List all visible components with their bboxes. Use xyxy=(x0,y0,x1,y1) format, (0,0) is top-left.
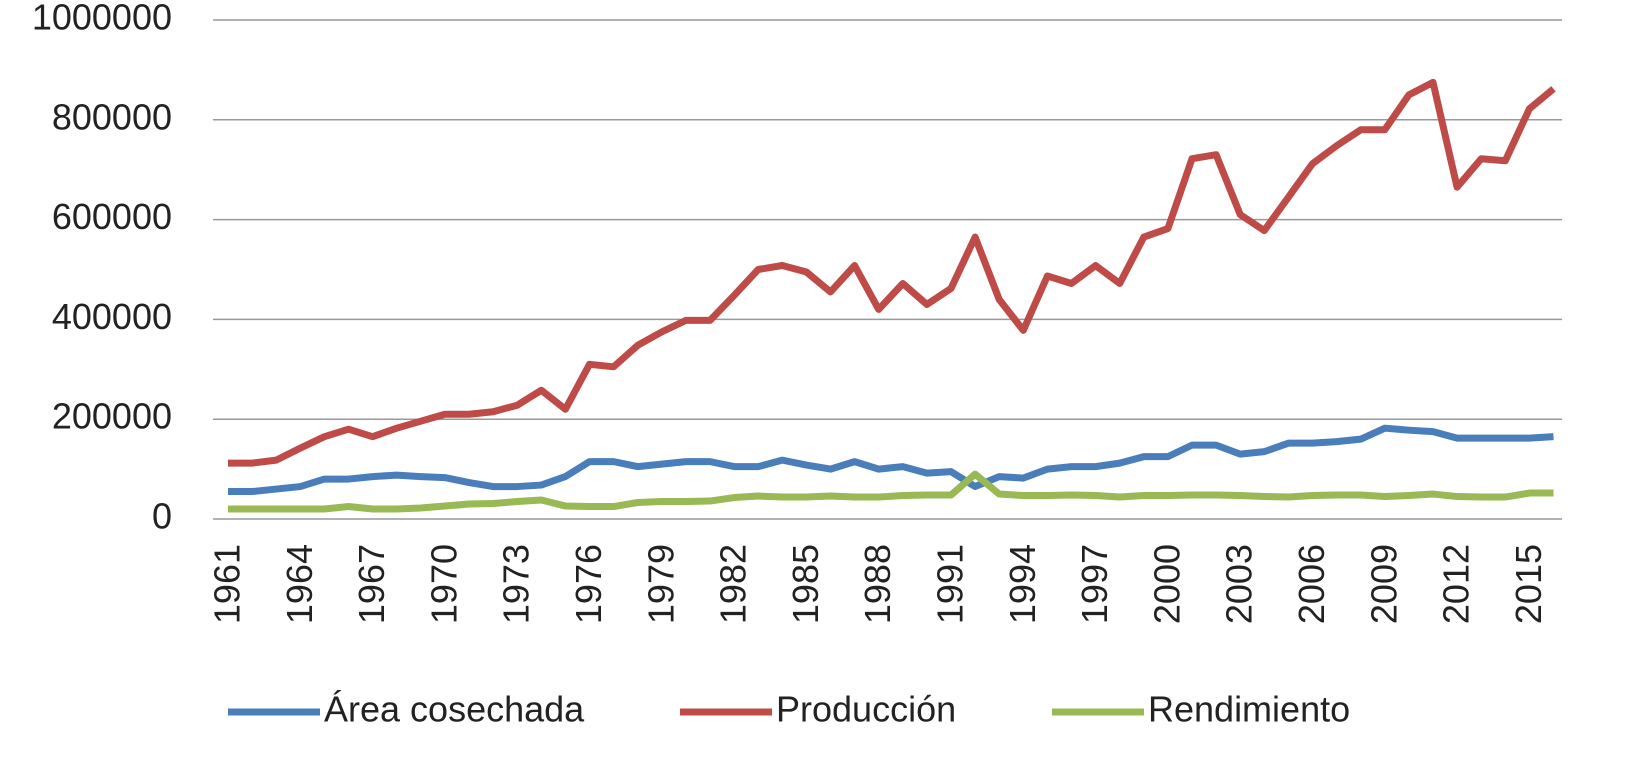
x-tick-label: 1964 xyxy=(279,544,320,624)
series-line xyxy=(228,470,1554,513)
x-tick-label: 2015 xyxy=(1508,544,1549,624)
y-tick-label: 400000 xyxy=(52,296,172,337)
y-tick-label: 600000 xyxy=(52,196,172,237)
x-tick-label: 2003 xyxy=(1219,544,1260,624)
x-tick-label: 2009 xyxy=(1363,544,1404,624)
y-tick-label: 1000000 xyxy=(32,0,172,38)
x-tick-label: 1967 xyxy=(351,544,392,624)
legend-label: Producción xyxy=(776,689,956,730)
x-tick-label: 2000 xyxy=(1146,544,1187,624)
y-tick-label: 200000 xyxy=(52,396,172,437)
x-tick-label: 2006 xyxy=(1291,544,1332,624)
x-tick-label: 1997 xyxy=(1074,544,1115,624)
x-tick-label: 1970 xyxy=(423,544,464,624)
x-tick-label: 1961 xyxy=(207,544,248,624)
x-tick-label: 1994 xyxy=(1002,544,1043,624)
y-tick-label: 0 xyxy=(152,496,172,537)
x-tick-label: 1988 xyxy=(857,544,898,624)
x-tick-label: 1985 xyxy=(785,544,826,624)
y-tick-label: 800000 xyxy=(52,96,172,137)
series-line xyxy=(228,78,1556,467)
x-tick-label: 1973 xyxy=(496,544,537,624)
series-line xyxy=(228,424,1554,496)
x-tick-label: 1979 xyxy=(640,544,681,624)
legend-label: Rendimiento xyxy=(1148,689,1350,730)
x-tick-label: 1982 xyxy=(713,544,754,624)
x-tick-label: 1991 xyxy=(930,544,971,624)
legend-label: Área cosechada xyxy=(324,689,585,730)
x-tick-label: 2012 xyxy=(1436,544,1477,624)
x-tick-label: 1976 xyxy=(568,544,609,624)
